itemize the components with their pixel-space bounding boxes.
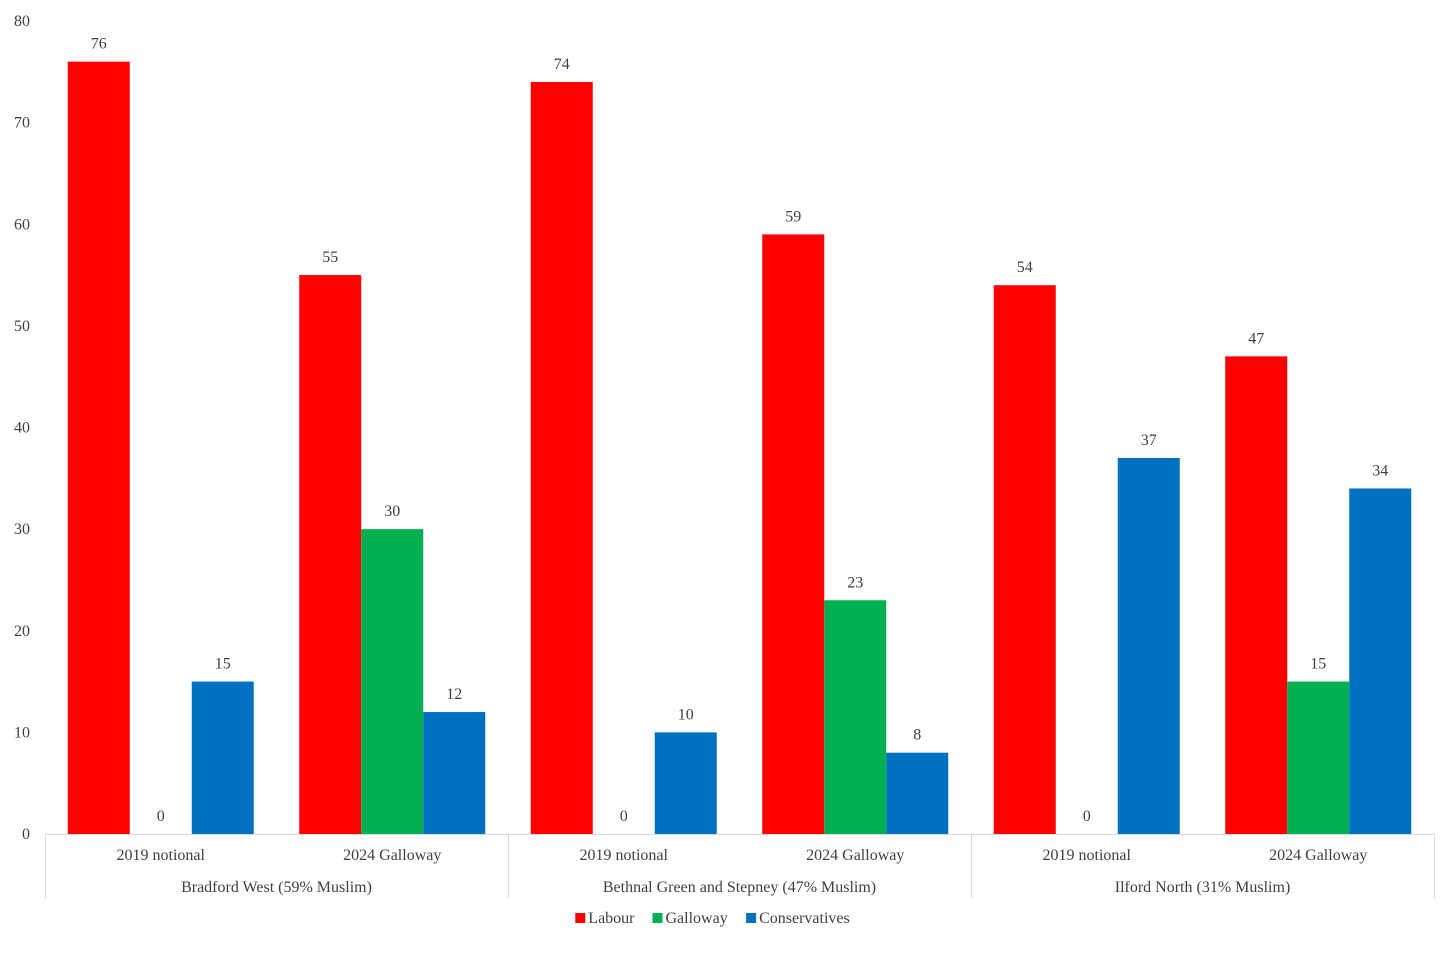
data-label: 15 bbox=[215, 656, 231, 673]
data-label: 76 bbox=[91, 36, 107, 53]
y-tick-label: 20 bbox=[14, 623, 30, 640]
y-tick-label: 40 bbox=[14, 420, 30, 437]
bar-galloway bbox=[361, 529, 424, 834]
data-label: 34 bbox=[1372, 462, 1388, 479]
data-label: 74 bbox=[554, 56, 570, 73]
x-tick-label: 2019 notional bbox=[117, 847, 206, 864]
bars bbox=[67, 61, 1412, 835]
bar-galloway bbox=[1287, 681, 1350, 834]
y-axis: 0 10 20 30 40 50 60 70 80 bbox=[14, 13, 30, 843]
y-tick-label: 70 bbox=[14, 115, 30, 132]
data-label: 55 bbox=[322, 249, 338, 266]
x-group-label: Ilford North (31% Muslim) bbox=[1115, 879, 1291, 896]
bar-labour bbox=[299, 275, 362, 834]
y-tick-label: 10 bbox=[14, 724, 30, 741]
bar-conservatives bbox=[886, 752, 949, 834]
x-tick-label: 2024 Galloway bbox=[1269, 847, 1367, 864]
data-label: 59 bbox=[785, 208, 801, 225]
data-labels: 76 0 15 55 30 12 74 0 10 59 23 8 54 0 37 47 15 34 bbox=[91, 36, 1389, 825]
bar-labour bbox=[530, 81, 593, 835]
x-tick-label: 2019 notional bbox=[1043, 847, 1132, 864]
legend-label: Conservatives bbox=[759, 910, 850, 927]
x-tick-label: 2024 Galloway bbox=[806, 847, 904, 864]
x-tick-label: 2024 Galloway bbox=[343, 847, 441, 864]
data-label: 12 bbox=[446, 686, 462, 703]
data-label: 37 bbox=[1141, 432, 1157, 449]
legend-swatch-galloway bbox=[652, 913, 663, 923]
legend-swatch-conservatives bbox=[746, 913, 757, 923]
bar-labour bbox=[1225, 356, 1288, 834]
x-group-label: Bradford West (59% Muslim) bbox=[181, 879, 372, 896]
data-label: 23 bbox=[847, 574, 863, 591]
bar-labour bbox=[762, 234, 825, 835]
bar-conservatives bbox=[1349, 488, 1412, 834]
y-tick-label: 60 bbox=[14, 216, 30, 233]
y-tick-label: 30 bbox=[14, 521, 30, 538]
y-tick-label: 50 bbox=[14, 318, 30, 335]
bar-conservatives bbox=[423, 712, 486, 834]
bar-galloway bbox=[824, 600, 887, 834]
bar-labour bbox=[993, 285, 1056, 835]
y-tick-label: 80 bbox=[14, 13, 30, 30]
legend-swatch-labour bbox=[575, 913, 586, 923]
legend: Labour Galloway Conservatives bbox=[575, 910, 850, 927]
bar-conservatives bbox=[191, 681, 254, 834]
data-label: 0 bbox=[1083, 808, 1091, 825]
data-label: 8 bbox=[913, 727, 921, 744]
data-label: 0 bbox=[157, 808, 165, 825]
x-tick-label: 2019 notional bbox=[580, 847, 669, 864]
data-label: 30 bbox=[384, 503, 400, 520]
bar-conservatives bbox=[1117, 457, 1180, 834]
data-label: 0 bbox=[620, 808, 628, 825]
x-axis: 2019 notional 2024 Galloway 2019 notional 2… bbox=[45, 834, 1435, 898]
y-tick-label: 0 bbox=[22, 826, 30, 843]
bar-conservatives bbox=[654, 732, 717, 834]
legend-label: Galloway bbox=[666, 910, 728, 927]
data-label: 15 bbox=[1310, 656, 1326, 673]
x-group-label: Bethnal Green and Stepney (47% Muslim) bbox=[603, 879, 876, 896]
data-label: 10 bbox=[678, 706, 694, 723]
data-label: 54 bbox=[1017, 259, 1033, 276]
bar-labour bbox=[67, 61, 130, 834]
data-label: 47 bbox=[1248, 330, 1264, 347]
legend-label: Labour bbox=[588, 910, 635, 927]
